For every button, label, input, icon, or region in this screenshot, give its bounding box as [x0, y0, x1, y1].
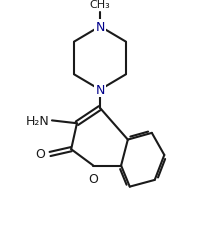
- Text: O: O: [35, 148, 45, 161]
- Text: O: O: [88, 172, 98, 186]
- Text: CH₃: CH₃: [90, 0, 110, 10]
- Text: N: N: [95, 21, 105, 34]
- Text: N: N: [95, 84, 105, 97]
- Text: H₂N: H₂N: [25, 114, 49, 127]
